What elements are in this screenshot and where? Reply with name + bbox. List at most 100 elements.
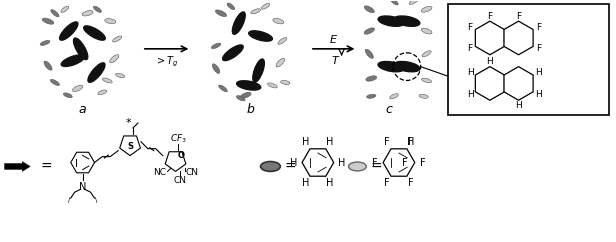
Ellipse shape xyxy=(273,18,284,24)
Ellipse shape xyxy=(240,92,251,98)
Text: H: H xyxy=(291,158,298,167)
Ellipse shape xyxy=(349,162,367,171)
Text: F: F xyxy=(468,23,472,32)
Ellipse shape xyxy=(51,79,60,85)
Polygon shape xyxy=(302,149,334,176)
Ellipse shape xyxy=(60,22,78,40)
Ellipse shape xyxy=(232,12,245,34)
Ellipse shape xyxy=(249,31,272,41)
Polygon shape xyxy=(71,152,94,173)
Text: H: H xyxy=(467,68,474,77)
Ellipse shape xyxy=(267,83,277,88)
Text: F: F xyxy=(468,44,472,53)
Ellipse shape xyxy=(253,59,264,82)
Polygon shape xyxy=(476,67,505,100)
Ellipse shape xyxy=(378,61,404,72)
Ellipse shape xyxy=(227,3,235,10)
Bar xyxy=(448,4,609,115)
Text: F: F xyxy=(536,44,541,53)
Ellipse shape xyxy=(366,76,377,81)
Ellipse shape xyxy=(88,63,105,82)
Text: \: \ xyxy=(95,197,98,203)
Ellipse shape xyxy=(102,78,112,83)
Ellipse shape xyxy=(281,80,290,84)
Text: F: F xyxy=(384,178,390,188)
Ellipse shape xyxy=(419,94,428,98)
Ellipse shape xyxy=(222,45,243,60)
Ellipse shape xyxy=(390,94,399,99)
Text: H: H xyxy=(535,90,541,99)
Ellipse shape xyxy=(421,28,432,34)
Ellipse shape xyxy=(43,18,54,24)
Ellipse shape xyxy=(261,161,280,171)
Polygon shape xyxy=(504,21,533,55)
Text: $E$: $E$ xyxy=(329,33,338,45)
Ellipse shape xyxy=(365,49,373,58)
Text: c: c xyxy=(386,103,392,116)
Ellipse shape xyxy=(390,0,398,5)
Ellipse shape xyxy=(276,58,285,67)
Ellipse shape xyxy=(98,90,107,95)
Polygon shape xyxy=(383,149,415,176)
Ellipse shape xyxy=(51,10,59,17)
Text: F: F xyxy=(408,137,413,147)
Text: H: H xyxy=(302,178,310,188)
Text: $T$: $T$ xyxy=(331,54,341,66)
Text: H: H xyxy=(326,178,333,188)
Ellipse shape xyxy=(82,11,93,16)
Ellipse shape xyxy=(211,43,221,49)
Ellipse shape xyxy=(364,28,375,34)
Ellipse shape xyxy=(394,61,420,72)
Ellipse shape xyxy=(237,81,261,90)
Text: F: F xyxy=(536,23,541,32)
Ellipse shape xyxy=(394,16,420,26)
Text: N: N xyxy=(79,182,86,192)
Ellipse shape xyxy=(409,0,418,4)
Text: H: H xyxy=(407,137,415,147)
Text: =: = xyxy=(40,159,52,174)
Text: =: = xyxy=(284,159,296,174)
Ellipse shape xyxy=(40,40,50,45)
Ellipse shape xyxy=(44,61,52,70)
FancyArrow shape xyxy=(4,161,30,171)
Text: CN: CN xyxy=(186,168,199,177)
Ellipse shape xyxy=(116,73,125,78)
Text: a: a xyxy=(79,103,86,116)
Text: H: H xyxy=(515,101,522,110)
Ellipse shape xyxy=(251,9,261,14)
Text: NC: NC xyxy=(153,168,166,177)
Ellipse shape xyxy=(94,6,102,12)
Ellipse shape xyxy=(421,78,432,83)
Ellipse shape xyxy=(61,6,69,12)
Polygon shape xyxy=(476,21,505,55)
Text: H: H xyxy=(338,158,346,167)
Ellipse shape xyxy=(73,38,87,60)
Text: H: H xyxy=(302,137,310,147)
Ellipse shape xyxy=(216,10,227,17)
Ellipse shape xyxy=(261,3,270,9)
Text: H: H xyxy=(535,68,541,77)
Text: /: / xyxy=(68,197,70,203)
Text: H: H xyxy=(467,90,474,99)
Text: CN: CN xyxy=(174,176,187,185)
Text: H: H xyxy=(407,137,415,147)
Ellipse shape xyxy=(278,38,286,44)
Ellipse shape xyxy=(378,16,404,26)
Polygon shape xyxy=(120,136,140,156)
Ellipse shape xyxy=(110,55,119,63)
Ellipse shape xyxy=(364,6,375,13)
Text: F: F xyxy=(384,137,390,147)
Ellipse shape xyxy=(367,94,376,98)
Text: *: * xyxy=(125,118,131,128)
Ellipse shape xyxy=(219,85,227,92)
Text: F: F xyxy=(408,178,413,188)
Ellipse shape xyxy=(113,36,122,42)
Polygon shape xyxy=(504,67,533,100)
Text: $CF_3$: $CF_3$ xyxy=(170,133,187,145)
Text: =: = xyxy=(370,159,382,174)
Text: F: F xyxy=(516,12,521,21)
Text: H: H xyxy=(326,137,333,147)
Polygon shape xyxy=(165,152,186,171)
Text: S: S xyxy=(127,142,133,151)
Text: F: F xyxy=(487,12,492,21)
